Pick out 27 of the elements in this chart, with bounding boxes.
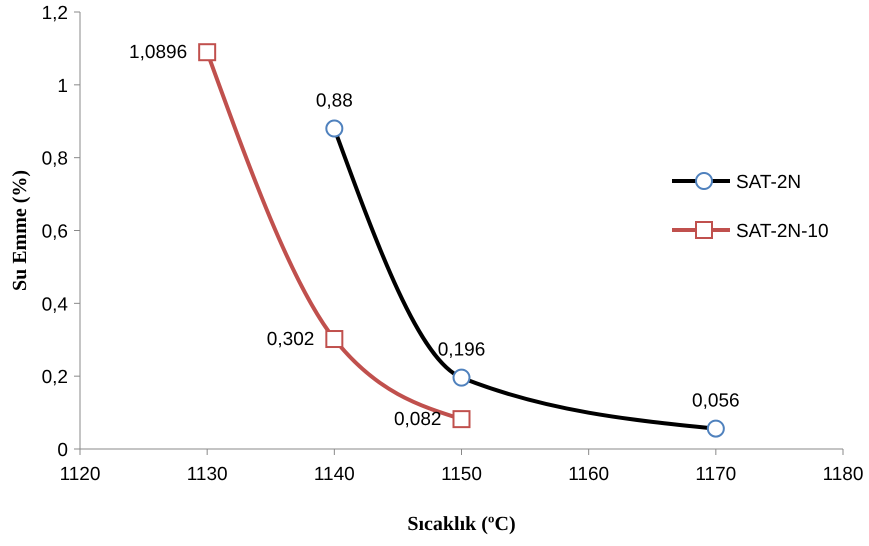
data-label: 0,196 [438,340,486,361]
y-axis-title: Su Emme (%) [9,170,31,292]
x-tick-label: 1170 [695,464,736,485]
x-tick-label: 1150 [441,464,482,485]
point [325,330,344,348]
x-tick-label: 1180 [822,464,864,485]
y-tick-label: 0,4 [42,294,68,316]
data-label: 0,082 [394,409,442,430]
data-label: 0,056 [692,390,740,412]
legend-label: SAT-2N [736,172,802,193]
point [198,43,216,62]
y-tick-label: 0,8 [42,148,68,170]
point [452,410,470,428]
legend-label: SAT-2N-10 [736,221,829,242]
y-tick-label: 0,2 [42,367,68,388]
y-tick-label: 0,6 [42,222,68,242]
x-tick-label: 1160 [568,464,610,485]
data-label: 0,88 [316,90,353,112]
y-tick-label: 1,2 [42,3,68,24]
x-tick-label: 1130 [186,464,228,485]
y-tick-label: 1 [57,76,68,97]
data-label: 1,0896 [129,42,188,64]
x-tick-label: 1120 [60,464,100,485]
data-label: 0,302 [266,329,314,350]
x-tick-label: 1140 [314,464,355,485]
x-axis-title: Sıcaklık (ºC) [407,513,516,535]
y-tick-label: 0 [57,440,68,461]
